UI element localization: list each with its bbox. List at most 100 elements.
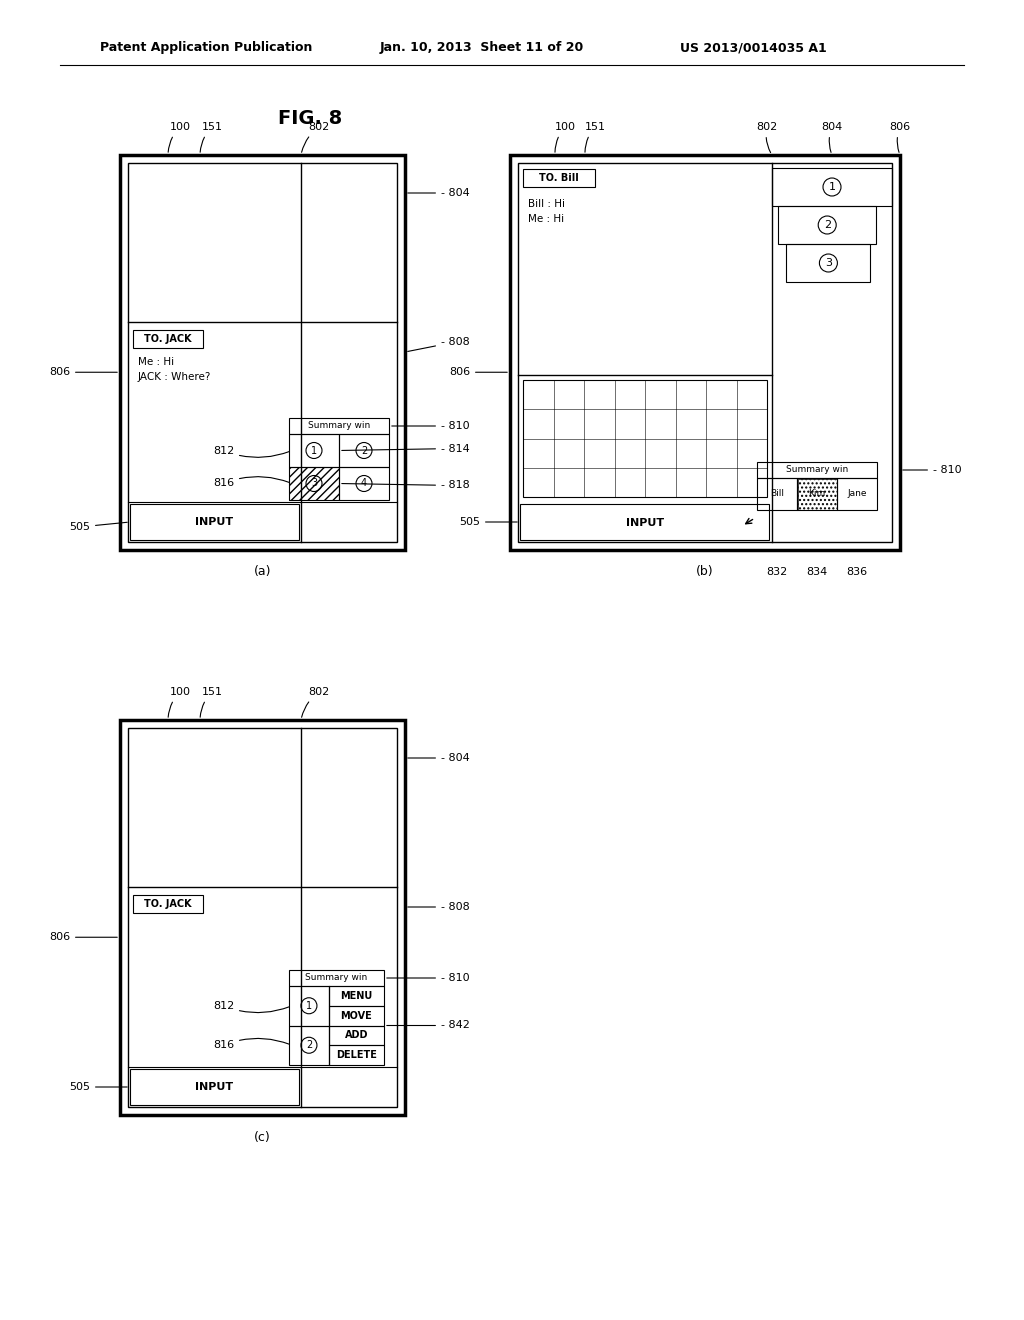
Text: - 808: - 808 xyxy=(408,902,470,912)
Bar xyxy=(289,418,389,434)
Text: Me : Hi: Me : Hi xyxy=(528,214,564,224)
Text: 804: 804 xyxy=(821,121,843,152)
Bar xyxy=(329,1006,384,1026)
Text: 2: 2 xyxy=(360,446,368,455)
Text: - 810: - 810 xyxy=(903,465,962,475)
Text: Summary win: Summary win xyxy=(305,974,368,982)
Bar xyxy=(523,169,595,187)
Text: 802: 802 xyxy=(302,686,330,717)
Text: Bill: Bill xyxy=(770,490,784,499)
Text: 100: 100 xyxy=(555,121,575,152)
Bar xyxy=(797,478,837,510)
Text: 100: 100 xyxy=(168,686,190,717)
Text: (b): (b) xyxy=(696,565,714,578)
Bar xyxy=(510,154,900,550)
Text: Jan. 10, 2013  Sheet 11 of 20: Jan. 10, 2013 Sheet 11 of 20 xyxy=(380,41,585,54)
Text: 1: 1 xyxy=(828,182,836,191)
Text: - 810: - 810 xyxy=(387,973,470,983)
Bar xyxy=(523,380,767,498)
Text: Patent Application Publication: Patent Application Publication xyxy=(100,41,312,54)
Text: ADD: ADD xyxy=(345,1031,369,1040)
Text: (a): (a) xyxy=(254,565,271,578)
Bar xyxy=(130,504,299,540)
Text: 806: 806 xyxy=(49,932,117,942)
Bar xyxy=(772,168,892,206)
Bar xyxy=(289,467,339,500)
Text: (c): (c) xyxy=(254,1130,271,1143)
Text: INPUT: INPUT xyxy=(196,1082,233,1092)
Text: 836: 836 xyxy=(847,568,867,577)
Text: 100: 100 xyxy=(168,121,190,152)
Text: US 2013/0014035 A1: US 2013/0014035 A1 xyxy=(680,41,826,54)
Text: MOVE: MOVE xyxy=(341,1011,373,1020)
Bar xyxy=(289,970,384,986)
Text: - 814: - 814 xyxy=(342,444,470,454)
Text: - 808: - 808 xyxy=(408,337,470,351)
Text: Kim: Kim xyxy=(808,490,825,499)
Text: FIG. 8: FIG. 8 xyxy=(278,108,342,128)
Bar xyxy=(289,1026,329,1065)
Text: 812: 812 xyxy=(213,1001,290,1012)
Text: INPUT: INPUT xyxy=(196,517,233,527)
Text: 505: 505 xyxy=(69,1082,127,1092)
Text: 505: 505 xyxy=(459,517,517,527)
Text: 802: 802 xyxy=(757,121,777,153)
Bar xyxy=(757,478,797,510)
Text: 816: 816 xyxy=(213,477,290,488)
Bar xyxy=(133,895,203,913)
Text: 151: 151 xyxy=(200,121,222,152)
Text: 4: 4 xyxy=(360,479,367,488)
Text: 806: 806 xyxy=(49,367,117,378)
Text: 812: 812 xyxy=(213,446,290,457)
Text: 151: 151 xyxy=(200,686,222,717)
Text: INPUT: INPUT xyxy=(626,517,664,528)
Text: - 804: - 804 xyxy=(408,752,470,763)
Bar xyxy=(520,504,769,540)
Text: - 804: - 804 xyxy=(408,187,470,198)
Text: TO. JACK: TO. JACK xyxy=(144,334,191,345)
Text: 816: 816 xyxy=(213,1039,290,1051)
Text: 3: 3 xyxy=(311,479,317,488)
Text: 2: 2 xyxy=(823,220,830,230)
Text: 3: 3 xyxy=(825,257,831,268)
Text: Jane: Jane xyxy=(847,490,866,499)
Text: TO. Bill: TO. Bill xyxy=(539,173,579,183)
Bar xyxy=(120,719,406,1115)
Text: DELETE: DELETE xyxy=(336,1051,377,1060)
Text: Summary win: Summary win xyxy=(308,421,370,430)
Text: Summary win: Summary win xyxy=(785,466,848,474)
Bar xyxy=(518,162,892,543)
Bar xyxy=(128,162,397,543)
Text: - 842: - 842 xyxy=(387,1020,470,1031)
Bar xyxy=(778,206,877,244)
Text: 2: 2 xyxy=(306,1040,312,1051)
Text: Bill : Hi: Bill : Hi xyxy=(528,199,565,209)
Bar xyxy=(329,1026,384,1045)
Bar xyxy=(339,434,389,467)
Text: 806: 806 xyxy=(890,121,910,152)
Text: - 818: - 818 xyxy=(342,480,470,491)
Text: 834: 834 xyxy=(806,568,827,577)
Bar xyxy=(329,986,384,1006)
Text: 151: 151 xyxy=(585,121,605,152)
Text: TO. JACK: TO. JACK xyxy=(144,899,191,909)
Bar xyxy=(329,1045,384,1065)
Text: 1: 1 xyxy=(306,1001,312,1011)
Text: MENU: MENU xyxy=(340,991,373,1001)
Bar xyxy=(798,479,837,510)
Text: JACK : Where?: JACK : Where? xyxy=(138,372,211,381)
Bar xyxy=(837,478,877,510)
Text: - 810: - 810 xyxy=(392,421,470,432)
Bar xyxy=(128,729,397,1107)
Text: 1: 1 xyxy=(311,446,317,455)
Bar xyxy=(133,330,203,348)
Bar xyxy=(120,154,406,550)
Text: 802: 802 xyxy=(302,121,330,152)
Text: 505: 505 xyxy=(69,521,127,532)
Bar xyxy=(130,1069,299,1105)
Text: Me : Hi: Me : Hi xyxy=(138,356,174,367)
Bar xyxy=(339,467,389,500)
Bar xyxy=(289,434,339,467)
Bar xyxy=(757,462,877,478)
Text: 806: 806 xyxy=(449,367,507,378)
